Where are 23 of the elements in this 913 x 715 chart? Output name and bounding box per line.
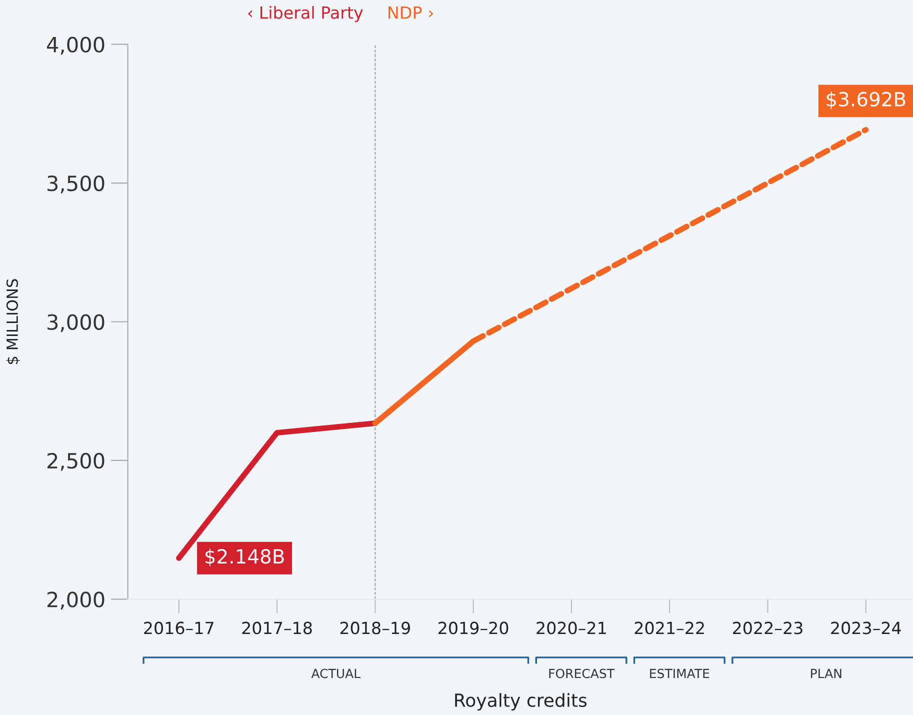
- x-tick-label: 2022–23: [732, 622, 802, 634]
- x-tick-label: 2016–17: [144, 622, 214, 634]
- text: ACTUAL: [311, 668, 361, 678]
- annotation: $3.692B: [826, 92, 906, 110]
- y-tick-label: 2,500: [47, 452, 104, 471]
- text: PLAN: [811, 668, 842, 678]
- y-axis-title: $ MILLIONS: [6, 279, 20, 364]
- annotation: $2.148B: [205, 548, 284, 566]
- x-axis-title: Royalty credits: [455, 693, 587, 711]
- y-tick-label: 2,000: [47, 592, 104, 610]
- x-tick-label: 2017–18: [242, 622, 312, 634]
- x-tick-label: 2023–24: [831, 622, 901, 634]
- text: ‹ Liberal Party: [248, 6, 363, 22]
- x-tick-label: 2018–19: [340, 622, 410, 634]
- x-tick-label: 2021–22: [634, 622, 704, 634]
- text: NDP ›: [388, 6, 433, 19]
- x-tick-label: 2019–20: [438, 622, 508, 634]
- y-tick-label: 4,000: [46, 36, 104, 55]
- x-tick-label: 2020–21: [536, 622, 606, 634]
- y-tick-label: 3,500: [48, 175, 104, 194]
- text: FORECAST: [549, 668, 615, 678]
- text: ESTIMATE: [650, 668, 710, 678]
- y-tick-label: 3,000: [48, 314, 104, 332]
